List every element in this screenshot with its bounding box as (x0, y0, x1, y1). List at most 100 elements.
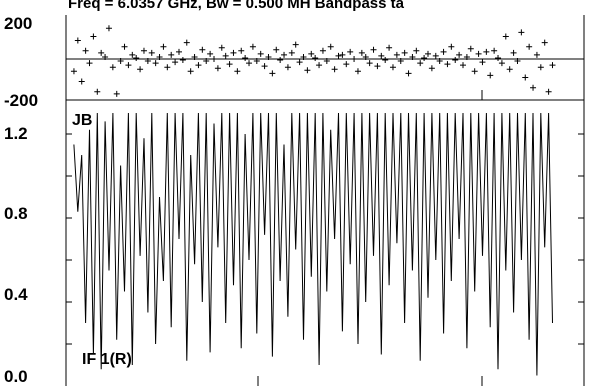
phase-point (168, 51, 175, 58)
phase-series (71, 25, 556, 97)
amp-ylabel-tag: JB (72, 112, 92, 129)
phase-point (448, 43, 455, 50)
phase-point (327, 43, 334, 50)
phase-point (471, 68, 478, 75)
phase-point (405, 70, 412, 77)
phase-point (117, 58, 124, 65)
phase-point (475, 50, 482, 57)
phase-point (312, 54, 319, 61)
phase-point (203, 58, 210, 65)
phase-point (428, 65, 435, 72)
phase-point (152, 60, 159, 67)
phase-point (242, 54, 249, 61)
phase-point (74, 37, 81, 44)
phase-point (253, 58, 260, 65)
phase-point (432, 52, 439, 59)
phase-point (249, 43, 256, 50)
phase-point (479, 59, 486, 66)
phase-point (102, 53, 109, 60)
phase-point (187, 68, 194, 75)
phase-point (335, 52, 342, 59)
phase-point (316, 62, 323, 69)
phase-point (261, 63, 268, 70)
phase-point (226, 61, 233, 68)
phase-point (413, 47, 420, 54)
phase-point (288, 49, 295, 56)
phase-point (195, 62, 202, 69)
phase-point (222, 52, 229, 59)
phase-point (467, 45, 474, 52)
phase-point (452, 57, 459, 64)
phase-point (545, 88, 552, 95)
phase-point (549, 62, 556, 69)
phase-point (366, 60, 373, 67)
phase-point (144, 58, 151, 65)
phase-point (382, 57, 389, 64)
phase-point (374, 63, 381, 70)
phase-point (179, 57, 186, 64)
phase-point (164, 64, 171, 71)
phase-point (343, 61, 350, 68)
phase-point (401, 49, 408, 56)
phase-point (537, 64, 544, 71)
phase-point (491, 47, 498, 54)
phase-point (393, 51, 400, 58)
phase-point (70, 68, 77, 75)
phase-point (308, 50, 315, 57)
phase-point (541, 39, 548, 46)
phase-point (246, 60, 253, 67)
phase-point (183, 39, 190, 46)
phase-point (526, 43, 533, 50)
phase-point (300, 53, 307, 60)
phase-point (125, 62, 132, 69)
phase-point (389, 64, 396, 71)
amplitude-line (73, 112, 553, 376)
phase-point (156, 53, 163, 60)
phase-point (440, 48, 447, 55)
phase-point (140, 47, 147, 54)
phase-point (214, 65, 221, 72)
phase-ytick-minus200: -200 (4, 91, 38, 110)
phase-point (129, 51, 136, 58)
phase-point (175, 48, 182, 55)
plot-title: Freq = 6.0357 GHz, Bw = 0.500 MH Bandpas… (68, 0, 405, 12)
phase-point (417, 60, 424, 67)
phase-point (284, 64, 291, 71)
phase-point (351, 56, 358, 62)
phase-point (265, 53, 272, 60)
phase-point (424, 50, 431, 57)
amp-minor-ticks (66, 133, 584, 345)
phase-point (518, 29, 525, 36)
phase-point (121, 43, 128, 50)
phase-point (230, 49, 237, 56)
phase-point (211, 56, 218, 62)
phase-point (498, 60, 505, 67)
phase-point (296, 59, 303, 66)
phase-point (436, 58, 443, 65)
phase-point (495, 54, 502, 61)
phase-point (277, 57, 284, 64)
phase-point (207, 50, 214, 57)
phase-point (456, 51, 463, 58)
amp-ytick-0.4: 0.4 (4, 285, 28, 304)
phase-point (304, 67, 311, 74)
phase-point (160, 43, 167, 50)
phase-point (148, 49, 155, 56)
phase-ytick-200: 200 (4, 14, 32, 33)
phase-point (137, 66, 144, 73)
phase-point (191, 53, 198, 60)
phase-point (98, 49, 105, 56)
phase-point (533, 51, 540, 58)
amp-ytick-1.2: 1.2 (4, 124, 28, 143)
phase-point (444, 61, 451, 68)
amp-series-label: IF 1(R) (82, 351, 132, 368)
phase-point (362, 53, 369, 60)
phase-point (354, 68, 361, 75)
amp-ytick-0.8: 0.8 (4, 204, 28, 223)
phase-panel: 200 -200 (4, 14, 585, 110)
phase-point (339, 51, 346, 58)
phase-point (199, 46, 206, 53)
phase-point (273, 46, 280, 53)
phase-point (109, 64, 116, 71)
phase-point (409, 53, 416, 60)
